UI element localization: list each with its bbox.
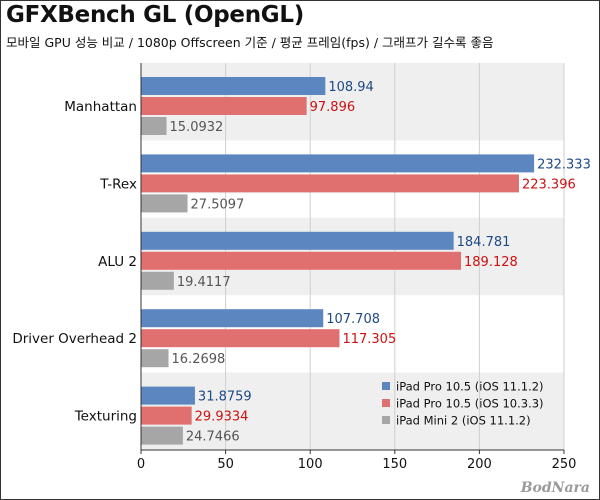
bar bbox=[141, 251, 462, 270]
x-tick-label: 200 bbox=[467, 457, 492, 472]
x-tick-label: 100 bbox=[298, 457, 323, 472]
x-tick-label: 250 bbox=[552, 457, 577, 472]
data-label: 19.4117 bbox=[177, 275, 231, 290]
legend-swatch bbox=[382, 399, 390, 407]
data-label: 24.7466 bbox=[186, 430, 240, 445]
bar bbox=[141, 329, 340, 348]
bar bbox=[141, 386, 195, 405]
legend-label: iPad Mini 2 (iOS 11.1.2) bbox=[396, 414, 531, 428]
bar bbox=[141, 426, 183, 445]
category-label: Driver Overhead 2 bbox=[12, 331, 137, 347]
legend-swatch bbox=[382, 382, 390, 390]
bar bbox=[141, 77, 326, 95]
bar bbox=[141, 97, 307, 115]
data-label: 31.8759 bbox=[198, 390, 252, 405]
data-label: 97.896 bbox=[310, 100, 356, 115]
data-label: 15.0932 bbox=[170, 120, 224, 135]
bar bbox=[141, 309, 324, 328]
bar bbox=[141, 117, 167, 135]
x-tick-label: 0 bbox=[137, 457, 145, 472]
bar bbox=[141, 154, 535, 173]
bar bbox=[141, 349, 169, 368]
data-label: 117.305 bbox=[342, 332, 396, 347]
legend-label: iPad Pro 10.5 (iOS 11.1.2) bbox=[396, 380, 544, 394]
x-tick-label: 150 bbox=[382, 457, 407, 472]
chart-subtitle: 모바일 GPU 성능 비교 / 1080p Offscreen 기준 / 평균 … bbox=[6, 35, 494, 50]
data-label: 29.9334 bbox=[195, 410, 249, 425]
category-label: T-Rex bbox=[99, 176, 137, 192]
bar bbox=[141, 231, 454, 250]
x-tick-label: 50 bbox=[217, 457, 234, 472]
data-label: 108.94 bbox=[328, 80, 374, 95]
bar bbox=[141, 194, 188, 213]
bar bbox=[141, 271, 174, 290]
legend-swatch bbox=[382, 416, 390, 424]
bar bbox=[141, 174, 519, 193]
data-label: 27.5097 bbox=[191, 197, 245, 212]
bar bbox=[141, 406, 192, 425]
chart-title: GFXBench GL (OpenGL) bbox=[6, 2, 304, 28]
legend-label: iPad Pro 10.5 (iOS 10.3.3) bbox=[396, 397, 544, 411]
data-label: 223.396 bbox=[522, 177, 576, 192]
category-band bbox=[141, 372, 564, 450]
bodnara-watermark-logo: BodNara bbox=[520, 480, 590, 496]
category-label: Manhattan bbox=[64, 99, 137, 115]
data-label: 189.128 bbox=[464, 255, 518, 270]
data-label: 232.333 bbox=[537, 157, 591, 172]
data-label: 184.781 bbox=[457, 235, 511, 250]
category-label: ALU 2 bbox=[98, 254, 137, 270]
data-label: 16.2698 bbox=[172, 352, 226, 367]
data-label: 107.708 bbox=[326, 312, 380, 327]
category-label: Texturing bbox=[74, 409, 137, 425]
